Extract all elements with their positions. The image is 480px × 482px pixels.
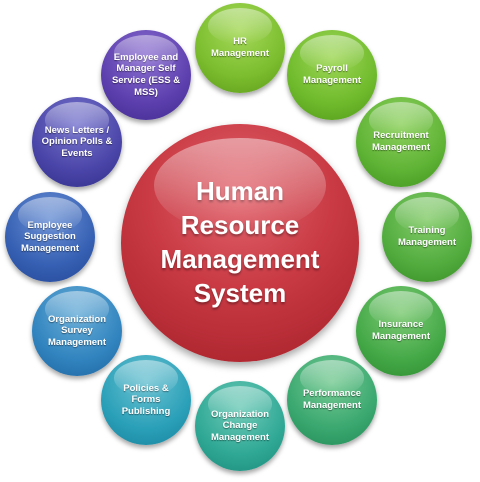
module-label: Performance Management xyxy=(302,388,362,411)
module-label: HR Management xyxy=(210,36,270,59)
module-organization-survey-management: Organization Survey Management xyxy=(32,286,122,376)
module-performance-management: Performance Management xyxy=(287,355,377,445)
module-policies-forms-publishing: Policies & Forms Publishing xyxy=(101,355,191,445)
module-newsletters-polls-events: News Letters / Opinion Polls & Events xyxy=(32,97,122,187)
module-recruitment-management: Recruitment Management xyxy=(356,97,446,187)
module-label: Employee Suggestion Management xyxy=(20,219,80,254)
module-payroll-management: Payroll Management xyxy=(287,30,377,120)
module-label: Training Management xyxy=(397,225,457,248)
module-insurance-management: Insurance Management xyxy=(356,286,446,376)
module-label: Insurance Management xyxy=(371,319,431,342)
module-label: Payroll Management xyxy=(302,63,362,86)
module-organization-change-management: Organization Change Management xyxy=(195,381,285,471)
module-label: News Letters / Opinion Polls & Events xyxy=(41,124,113,159)
module-hr-management: HR Management xyxy=(195,3,285,93)
hrms-center-title: Human Resource Management System xyxy=(160,176,320,308)
module-training-management: Training Management xyxy=(382,192,472,282)
module-label: Policies & Forms Publishing xyxy=(121,382,171,417)
module-employee-manager-self-service: Employee and Manager Self Service (ESS &… xyxy=(101,30,191,120)
module-label: Employee and Manager Self Service (ESS &… xyxy=(111,51,181,98)
module-label: Organization Change Management xyxy=(210,408,270,443)
module-label: Recruitment Management xyxy=(371,130,431,153)
module-label: Organization Survey Management xyxy=(47,313,107,348)
module-employee-suggestion-management: Employee Suggestion Management xyxy=(5,192,95,282)
hrms-center-circle: Human Resource Management System xyxy=(121,124,359,362)
